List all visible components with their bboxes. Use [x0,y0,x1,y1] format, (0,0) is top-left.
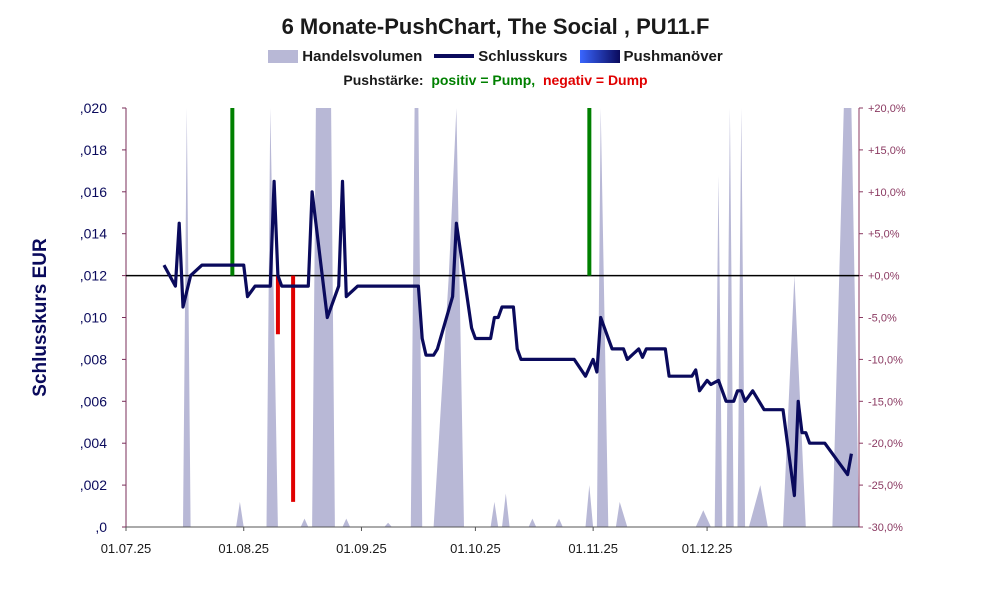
y-tick-label: ,004 [80,435,107,451]
y-axis-title: Schlusskurs EUR [30,238,51,397]
push-strength-legend: Pushstärke: positiv = Pump, negativ = Du… [0,72,991,88]
y-tick-label: ,0 [95,519,107,535]
legend-push-swatch [579,49,620,63]
x-tick-label: 01.10.25 [450,541,501,556]
y-tick-label: ,006 [80,393,107,409]
y2-tick-label: -25,0% [868,480,903,492]
y-tick-label: ,010 [80,310,107,326]
y2-tick-label: -10,0% [868,354,903,366]
y-tick-label: ,020 [80,100,107,116]
y2-tick-label: +0,0% [868,271,900,283]
y-tick-label: ,018 [80,142,107,158]
legend-close-swatch [434,54,475,58]
x-tick-label: 01.09.25 [336,541,387,556]
y2-tick-label: +20,0% [868,103,906,115]
axes-group [122,107,863,531]
x-tick-label: 01.11.25 [568,541,618,556]
x-tick-label: 01.08.25 [218,541,269,556]
legend-volume-label: Handelsvolumen [302,47,423,65]
y-tick-label: ,012 [80,268,107,284]
x-tick-label: 01.07.25 [101,541,152,556]
legend-close: Schlusskurs [434,47,568,65]
close-price-line [162,179,853,498]
legend-push: Pushmanöver [579,47,723,65]
y2-tick-label: +10,0% [868,187,906,199]
chart-title: 6 Monate-PushChart, The Social , PU11.F [281,14,710,39]
y-tick-label: ,002 [80,477,107,493]
legend-close-label: Schlusskurs [478,47,568,65]
push-strength-negative: negativ = Dump [542,72,648,88]
y2-tick-label: -20,0% [868,438,903,450]
push-strength-label: Pushstärke: [343,72,424,88]
y-tick-label: ,014 [80,226,107,242]
y2-tick-label: -5,0% [868,313,897,325]
push-strength-positive: positiv = Pump, [431,72,536,88]
legend-volume: Handelsvolumen [268,48,422,65]
push-bars-group [230,108,592,502]
chart-legend: Handelsvolumen Schlusskurs Pushmanöver [0,46,991,66]
y2-tick-label: -15,0% [868,396,903,408]
y2-tick-label: -30,0% [868,522,903,534]
volume-area [126,108,859,527]
y2-tick-label: +15,0% [868,145,906,157]
volume-area-group [126,108,859,527]
y2-tick-label: +5,0% [868,229,900,241]
tick-labels-group: ,0 ,002 ,004 ,006 ,008 ,010 ,012 ,014 ,016 ,018 ,0… [30,100,906,556]
y-tick-label: ,016 [80,184,107,200]
x-tick-label: 01.12.25 [682,541,733,556]
legend-volume-swatch [268,49,299,63]
legend-push-label: Pushmanöver [623,47,723,65]
y-tick-label: ,008 [80,351,107,367]
close-line-group [162,179,853,498]
